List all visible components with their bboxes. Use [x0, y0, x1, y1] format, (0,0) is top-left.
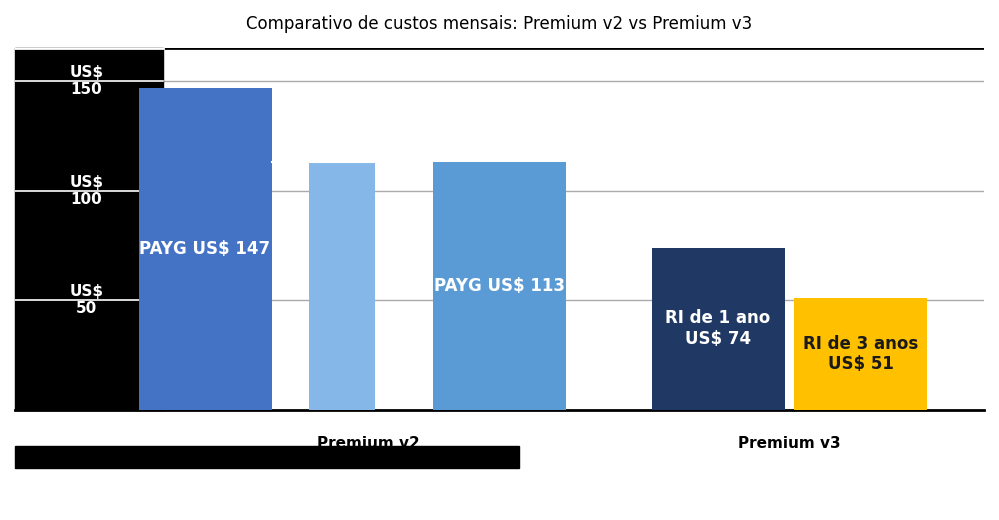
Text: Premium v2: Premium v2	[317, 436, 420, 451]
Text: Premium v3: Premium v3	[738, 436, 840, 451]
Bar	[309, 162, 375, 410]
Title: Comparativo de custos mensais: Premium v2 vs Premium v3: Comparativo de custos mensais: Premium v…	[247, 15, 752, 33]
Text: US$
150: US$ 150	[69, 65, 103, 97]
Text: US$
50: US$ 50	[69, 284, 103, 317]
Text: PAYG US$ 113: PAYG US$ 113	[434, 277, 565, 295]
Bar	[139, 88, 272, 410]
Text: RI de 3 anos
US$ 51: RI de 3 anos US$ 51	[803, 334, 918, 373]
Text: PAYG US$ 147: PAYG US$ 147	[140, 240, 271, 258]
Bar	[433, 162, 566, 410]
Bar	[794, 298, 927, 410]
Text: RI de 1 ano
US$ 74: RI de 1 ano US$ 74	[665, 309, 770, 348]
Bar	[15, 446, 518, 467]
Bar	[15, 48, 163, 410]
Text: US$
100: US$ 100	[69, 175, 103, 207]
Text: * Preços baseados em instâncias East US (aproximado): * Preços baseados em instâncias East US …	[15, 446, 361, 459]
Bar	[651, 248, 784, 410]
